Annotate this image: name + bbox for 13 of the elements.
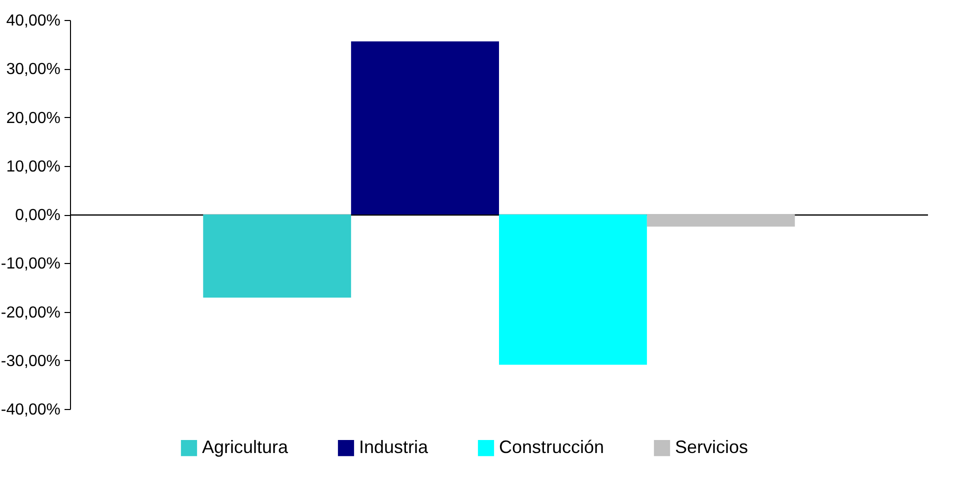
legend-label: Agricultura (202, 437, 290, 457)
y-tick-label: 20,00% (6, 110, 60, 127)
y-tick-label: -40,00% (0, 402, 60, 418)
y-tick-label: 0,00% (15, 207, 60, 224)
y-tick-label: -10,00% (0, 256, 60, 273)
y-tick-label: 40,00% (6, 12, 60, 30)
legend-label: Construcción (499, 437, 604, 457)
y-tick-label: 10,00% (6, 158, 60, 176)
y-tick-label: -30,00% (0, 352, 60, 370)
legend-label: Servicios (675, 437, 748, 457)
legend-label: Industria (359, 437, 430, 457)
y-tick-label: -20,00% (0, 304, 60, 322)
y-tick-label: 30,00% (6, 61, 60, 78)
